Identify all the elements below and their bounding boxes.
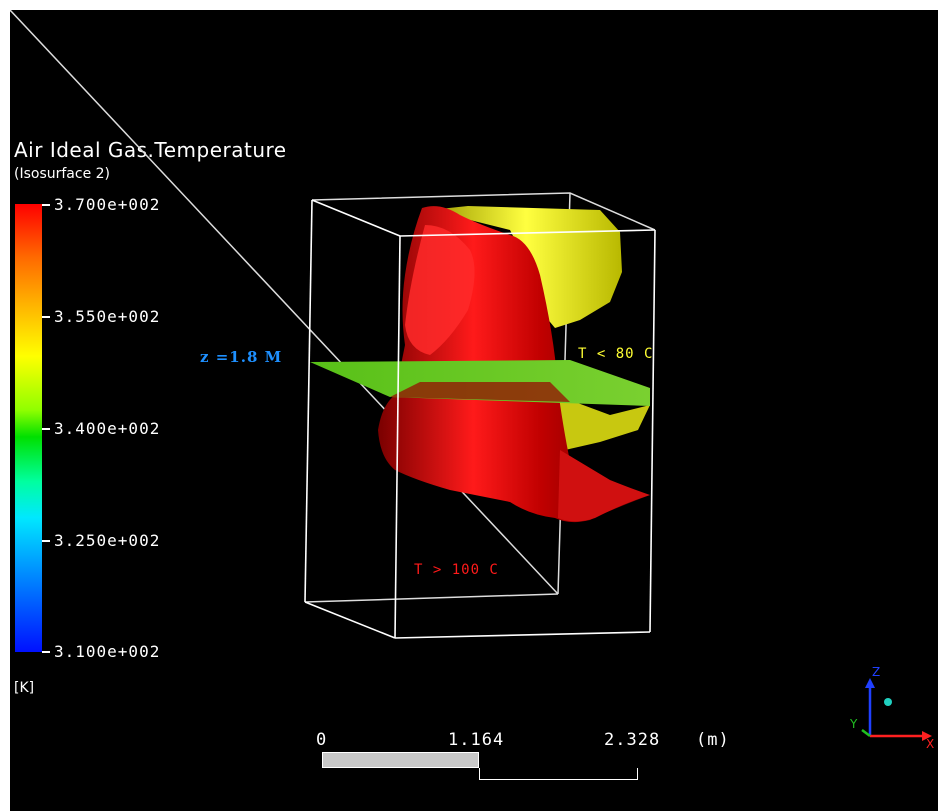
scale-label-mid: 1.164 xyxy=(448,730,505,750)
scale-label-end: 2.328 xyxy=(604,730,661,750)
scene-3d[interactable] xyxy=(10,10,938,811)
colorbar-tick xyxy=(42,428,50,430)
colorbar-tick-label: 3.400e+002 xyxy=(54,419,161,438)
scale-bar xyxy=(322,752,638,780)
colorbar xyxy=(15,204,42,652)
colorbar-tick-label: 3.100e+002 xyxy=(54,642,161,661)
cold-isosurface xyxy=(430,206,622,328)
cold-annotation: T < 80 C xyxy=(578,346,654,362)
axis-y-label: Y xyxy=(849,717,858,731)
legend-units: [K] xyxy=(14,680,35,696)
legend-subtitle: (Isosurface 2) xyxy=(14,166,111,182)
scale-bar-empty xyxy=(479,768,638,780)
colorbar-tick xyxy=(42,651,50,653)
axis-z-label: Z xyxy=(872,665,880,679)
legend-title: Air Ideal Gas.Temperature xyxy=(14,138,287,162)
colorbar-tick-label: 3.550e+002 xyxy=(54,307,161,326)
plane-annotation: z =1.8 M xyxy=(200,348,283,366)
colorbar-tick-label: 3.700e+002 xyxy=(54,195,161,214)
colorbar-tick-label: 3.250e+002 xyxy=(54,531,161,550)
bounding-box-front xyxy=(304,199,656,639)
axis-triad-icon[interactable]: Z Y X xyxy=(842,658,938,748)
graphics-viewport[interactable]: Air Ideal Gas.Temperature (Isosurface 2)… xyxy=(10,10,938,811)
scale-label-start: 0 xyxy=(316,730,328,750)
scale-bar-filled xyxy=(322,752,479,768)
colorbar-tick xyxy=(42,540,50,542)
axis-x-label: X xyxy=(926,737,934,748)
scale-unit: (m) xyxy=(696,730,730,750)
colorbar-tick xyxy=(42,204,50,206)
hot-annotation: T > 100 C xyxy=(414,562,499,578)
colorbar-tick xyxy=(42,316,50,318)
